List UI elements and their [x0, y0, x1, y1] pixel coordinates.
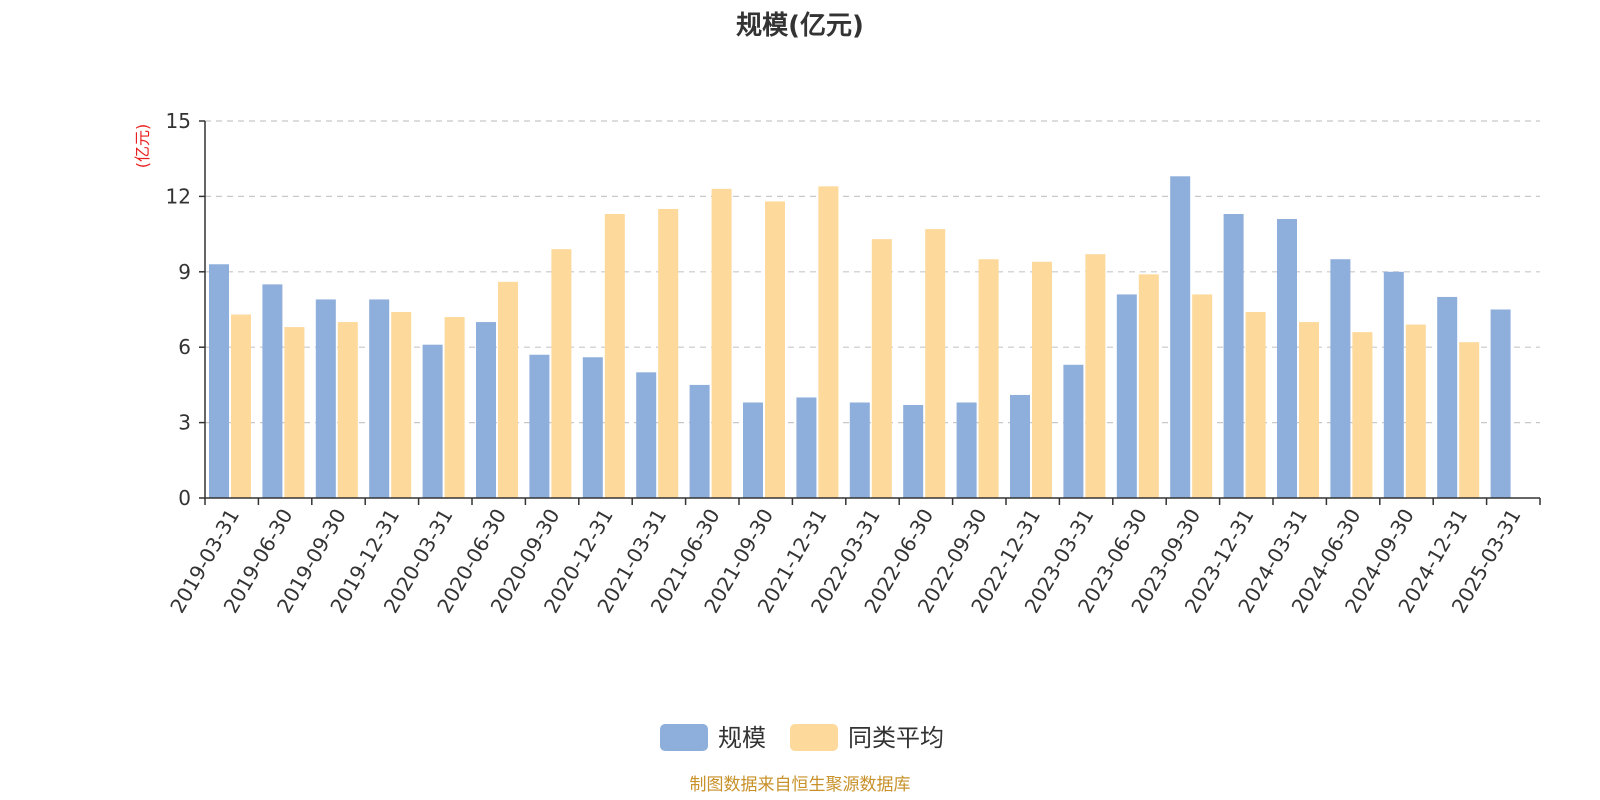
bar-scale-2022-06-30 — [903, 405, 924, 498]
chart-title: 规模(亿元) — [736, 11, 864, 41]
bar-scale-2019-06-30 — [262, 284, 283, 498]
bar-peer-average-2024-06-30 — [1352, 332, 1373, 498]
y-tick-label: 6 — [178, 335, 191, 359]
y-tick-label: 12 — [166, 184, 191, 208]
bar-peer-average-2019-09-30 — [337, 322, 358, 498]
data-source-note: 制图数据来自恒生聚源数据库 — [690, 775, 911, 795]
bar-scale-2021-03-31 — [636, 372, 657, 498]
bar-scale-2024-03-31 — [1277, 219, 1297, 498]
bar-scale-2020-12-31 — [582, 357, 603, 498]
bars — [209, 176, 1511, 499]
bar-scale-2023-06-30 — [1116, 294, 1137, 498]
bar-scale-2023-03-31 — [1063, 364, 1084, 498]
bar-peer-average-2024-09-30 — [1405, 324, 1426, 498]
axes — [199, 120, 1541, 505]
bar-scale-2020-03-31 — [422, 344, 443, 498]
bar-peer-average-2020-06-30 — [498, 281, 518, 498]
bar-peer-average-2024-12-31 — [1459, 342, 1480, 498]
bar-peer-average-2023-03-31 — [1085, 254, 1106, 498]
legend-swatch — [660, 724, 708, 751]
legend-label: 规模 — [718, 724, 766, 752]
bar-scale-2021-06-30 — [689, 384, 710, 498]
bar-scale-2020-09-30 — [529, 354, 550, 498]
legend-label: 同类平均 — [848, 724, 944, 752]
bar-peer-average-2021-09-30 — [765, 201, 785, 498]
bar-peer-average-2022-03-31 — [871, 239, 892, 499]
bar-peer-average-2023-06-30 — [1138, 274, 1159, 498]
bar-peer-average-2020-09-30 — [551, 249, 572, 498]
bar-scale-2022-12-31 — [1010, 394, 1030, 498]
bar-scale-2021-09-30 — [743, 402, 763, 498]
legend-item-scale[interactable]: 规模 — [660, 724, 766, 752]
bar-scale-2021-12-31 — [796, 397, 817, 498]
bar-peer-average-2021-12-31 — [818, 186, 839, 498]
bar-scale-2019-12-31 — [369, 299, 390, 498]
bar-peer-average-2024-03-31 — [1299, 322, 1319, 498]
y-axis-label: (亿元) — [133, 124, 152, 169]
bar-peer-average-2021-03-31 — [658, 208, 679, 498]
y-tick-label: 9 — [178, 260, 191, 284]
legend-item-peer-average[interactable]: 同类平均 — [790, 724, 944, 752]
bar-peer-average-2021-06-30 — [711, 188, 732, 499]
bar-scale-2025-03-31 — [1490, 309, 1511, 498]
bar-peer-average-2020-03-31 — [444, 317, 465, 498]
bar-scale-2019-03-31 — [209, 264, 229, 498]
bar-peer-average-2022-12-31 — [1032, 261, 1052, 498]
bar-scale-2024-09-30 — [1383, 271, 1404, 498]
bar-peer-average-2019-12-31 — [391, 312, 412, 498]
bar-peer-average-2020-12-31 — [604, 213, 625, 498]
bar-scale-2024-12-31 — [1437, 296, 1458, 498]
bar-scale-2023-09-30 — [1170, 176, 1191, 498]
bar-peer-average-2019-06-30 — [284, 327, 305, 498]
y-tick-label: 0 — [178, 486, 191, 510]
bar-scale-2024-06-30 — [1330, 259, 1351, 498]
bar-peer-average-2023-09-30 — [1192, 294, 1213, 498]
legend-swatch — [790, 724, 838, 751]
bar-scale-2022-03-31 — [849, 402, 870, 498]
bar-scale-2020-06-30 — [476, 322, 496, 498]
bar-peer-average-2023-12-31 — [1245, 312, 1266, 498]
bar-peer-average-2019-03-31 — [231, 314, 251, 498]
y-tick-label: 3 — [178, 411, 191, 435]
bar-peer-average-2022-06-30 — [925, 229, 946, 498]
legend[interactable]: 规模 同类平均 — [660, 724, 944, 752]
bar-scale-2023-12-31 — [1223, 213, 1244, 498]
bar-scale-2022-09-30 — [956, 402, 977, 498]
y-tick-label: 15 — [166, 109, 191, 133]
bar-scale-2019-09-30 — [315, 299, 336, 498]
bar-peer-average-2022-09-30 — [978, 259, 999, 498]
